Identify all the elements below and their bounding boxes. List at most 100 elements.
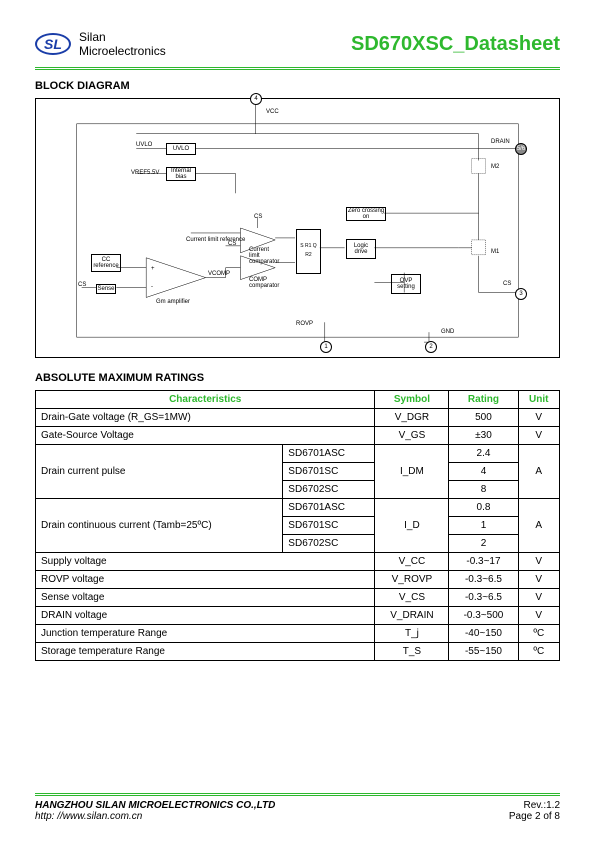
cell: I_D bbox=[375, 498, 449, 552]
cell: ºC bbox=[518, 624, 559, 642]
cell: Junction temperature Range bbox=[36, 624, 375, 642]
cell: 2 bbox=[449, 534, 518, 552]
cell: A bbox=[518, 444, 559, 498]
box-ovp: OVP setting bbox=[391, 274, 421, 294]
curr-comp-label: Current limit comparator bbox=[249, 247, 279, 265]
ratings-title: ABSOLUTE MAXIMUM RATINGS bbox=[35, 372, 560, 384]
pin-gnd-label: GND bbox=[441, 329, 454, 335]
block-diagram: 4 VCC 5/6 DRAIN 3 CS 2 GND 1 ROVP UVLO U… bbox=[35, 98, 560, 358]
cell: V_DRAIN bbox=[375, 606, 449, 624]
page-header: SL Silan Microelectronics SD670XSC_Datas… bbox=[35, 30, 560, 59]
cell: SD6702SC bbox=[283, 480, 375, 498]
cell: Supply voltage bbox=[36, 552, 375, 570]
footer-right: Rev.:1.2 Page 2 of 8 bbox=[509, 800, 560, 822]
block-diagram-svg bbox=[36, 99, 559, 357]
pin-vcc: 4 bbox=[250, 93, 262, 105]
company-line1: Silan bbox=[79, 30, 166, 44]
cell: -0.3~6.5 bbox=[449, 570, 518, 588]
curr-ref-label: Current limit reference bbox=[186, 237, 245, 243]
cell: V bbox=[518, 426, 559, 444]
cell: Drain current pulse bbox=[36, 444, 283, 498]
cell: A bbox=[518, 498, 559, 552]
sr-text: S R1 Q R2 bbox=[297, 242, 320, 260]
pin-vcc-label: VCC bbox=[266, 109, 279, 115]
gm-plus: + bbox=[151, 266, 155, 272]
sense-label: CS bbox=[78, 282, 86, 288]
table-row: Gate-Source Voltage V_GS ±30 V bbox=[36, 426, 560, 444]
table-header-row: Characteristics Symbol Rating Unit bbox=[36, 390, 560, 408]
pin-rovp: 1 bbox=[320, 341, 332, 353]
cell: -0.3~17 bbox=[449, 552, 518, 570]
cell: -0.3~500 bbox=[449, 606, 518, 624]
cell: Gate-Source Voltage bbox=[36, 426, 375, 444]
pin-cs: 3 bbox=[515, 288, 527, 300]
table-row: Drain continuous current (Tamb=25ºC) SD6… bbox=[36, 498, 560, 516]
table-row: Sense voltage V_CS -0.3~6.5 V bbox=[36, 588, 560, 606]
pin-drain-label: DRAIN bbox=[491, 139, 510, 145]
cell: -55~150 bbox=[449, 642, 518, 660]
table-row: ROVP voltage V_ROVP -0.3~6.5 V bbox=[36, 570, 560, 588]
cell: T_S bbox=[375, 642, 449, 660]
cell: ROVP voltage bbox=[36, 570, 375, 588]
company-name: Silan Microelectronics bbox=[79, 30, 166, 59]
cell: Drain-Gate voltage (R_GS=1MW) bbox=[36, 408, 375, 426]
document-title: SD670XSC_Datasheet bbox=[351, 33, 560, 56]
cell: ºC bbox=[518, 642, 559, 660]
box-bias: Internal bias bbox=[166, 167, 196, 181]
col-characteristics: Characteristics bbox=[36, 390, 375, 408]
cell: V_CC bbox=[375, 552, 449, 570]
table-row: Storage temperature Range T_S -55~150 ºC bbox=[36, 642, 560, 660]
header-divider bbox=[35, 67, 560, 70]
col-rating: Rating bbox=[449, 390, 518, 408]
uvlo-label: UVLO bbox=[136, 142, 152, 148]
pin-rovp-label: ROVP bbox=[296, 321, 313, 327]
cell: V_ROVP bbox=[375, 570, 449, 588]
pin-cs-label: CS bbox=[503, 281, 511, 287]
cell: 2.4 bbox=[449, 444, 518, 462]
cell: SD6701SC bbox=[283, 516, 375, 534]
cell: V_CS bbox=[375, 588, 449, 606]
cell: V_DGR bbox=[375, 408, 449, 426]
m2-label: M2 bbox=[491, 164, 499, 170]
table-row: DRAIN voltage V_DRAIN -0.3~500 V bbox=[36, 606, 560, 624]
gm-label: Gm amplifier bbox=[156, 299, 190, 305]
cell: DRAIN voltage bbox=[36, 606, 375, 624]
cell: V_GS bbox=[375, 426, 449, 444]
cell: ±30 bbox=[449, 426, 518, 444]
cell: 8 bbox=[449, 480, 518, 498]
cell: SD6702SC bbox=[283, 534, 375, 552]
cell: -40~150 bbox=[449, 624, 518, 642]
block-diagram-title: BLOCK DIAGRAM bbox=[35, 80, 560, 92]
cell: Drain continuous current (Tamb=25ºC) bbox=[36, 498, 283, 552]
cell: Sense voltage bbox=[36, 588, 375, 606]
company-line2: Microelectronics bbox=[79, 44, 166, 58]
table-row: Junction temperature Range T_j -40~150 º… bbox=[36, 624, 560, 642]
cell: V bbox=[518, 570, 559, 588]
table-row: Drain current pulse SD6701ASC I_DM 2.4 A bbox=[36, 444, 560, 462]
cell: 0.8 bbox=[449, 498, 518, 516]
cell: 4 bbox=[449, 462, 518, 480]
footer-left: HANGZHOU SILAN MICROELECTRONICS CO.,LTD … bbox=[35, 800, 275, 822]
box-sense: Sense bbox=[96, 284, 116, 294]
cell: V bbox=[518, 606, 559, 624]
cell: T_j bbox=[375, 624, 449, 642]
footer-url: http: //www.silan.com.cn bbox=[35, 811, 275, 822]
footer-company: HANGZHOU SILAN MICROELECTRONICS CO.,LTD bbox=[35, 800, 275, 811]
cs-label-2: CS bbox=[228, 241, 236, 247]
page-footer: HANGZHOU SILAN MICROELECTRONICS CO.,LTD … bbox=[35, 793, 560, 822]
box-sr-latch: S R1 Q R2 bbox=[296, 229, 321, 274]
table-row: Drain-Gate voltage (R_GS=1MW) V_DGR 500 … bbox=[36, 408, 560, 426]
cell: 1 bbox=[449, 516, 518, 534]
box-cc-ref: CC reference bbox=[91, 254, 121, 272]
cs-label-1: CS bbox=[254, 214, 262, 220]
cell: SD6701ASC bbox=[283, 498, 375, 516]
m1-label: M1 bbox=[491, 249, 499, 255]
cell: I_DM bbox=[375, 444, 449, 498]
col-symbol: Symbol bbox=[375, 390, 449, 408]
box-logic-drive: Logic drive bbox=[346, 239, 376, 259]
logo-icon: SL bbox=[35, 33, 71, 55]
cell: -0.3~6.5 bbox=[449, 588, 518, 606]
footer-page: Page 2 of 8 bbox=[509, 811, 560, 822]
cell: V bbox=[518, 408, 559, 426]
cell: SD6701SC bbox=[283, 462, 375, 480]
